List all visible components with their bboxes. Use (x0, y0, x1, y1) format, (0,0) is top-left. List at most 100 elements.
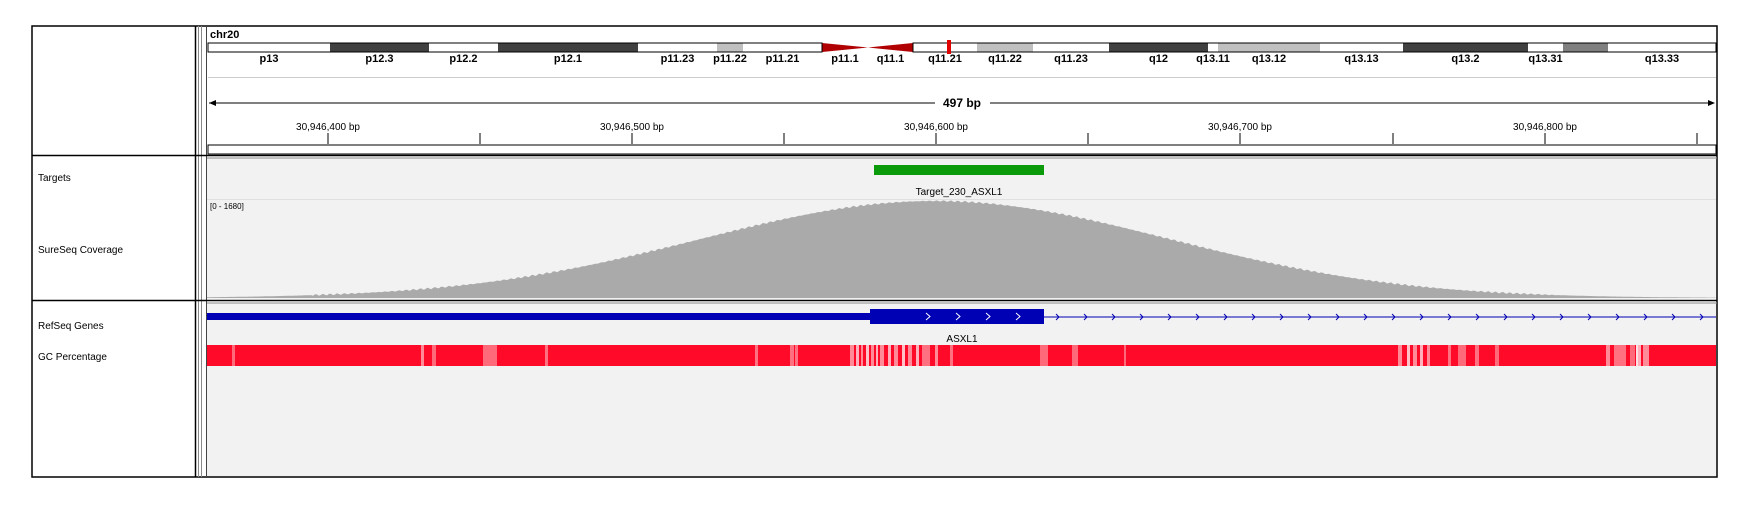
strand-arrow (1475, 313, 1480, 321)
gc-stripe (916, 345, 919, 366)
gene-exon-intron-thick (207, 313, 874, 320)
gc-stripe (871, 345, 874, 366)
strand-arrow (955, 312, 961, 321)
ideogram-band-label: p11.23 (661, 53, 695, 65)
track-name-refseq[interactable]: RefSeq Genes (38, 321, 104, 332)
current-region-marker (947, 40, 951, 54)
strand-arrow (1055, 313, 1060, 321)
gc-stripe (421, 345, 424, 366)
strand-arrow (1111, 313, 1116, 321)
gene-exon-block (870, 309, 1044, 324)
ideogram-band-label: q13.11 (1196, 53, 1230, 65)
ideogram-band-p11.1[interactable] (822, 43, 868, 52)
gc-stripe (483, 345, 497, 366)
ideogram-band-q13.33[interactable] (1608, 43, 1716, 52)
p-arm-outline (207, 42, 823, 53)
ideogram-band-q13.32[interactable] (1563, 43, 1608, 52)
gc-stripe (922, 345, 930, 366)
strand-arrow (1015, 312, 1021, 321)
ideogram-band-p11.23[interactable] (638, 43, 717, 52)
ruler-tick-label: 30,946,500 bp (600, 122, 664, 133)
strand-arrow (1391, 313, 1396, 321)
strand-arrow (1251, 313, 1256, 321)
strand-arrow (1335, 313, 1340, 321)
gc-bar (207, 345, 1716, 366)
ideogram-band-q13.11[interactable] (1208, 43, 1218, 52)
gc-stripe (866, 345, 869, 366)
strand-arrow (1671, 313, 1676, 321)
ideogram-band-label: q12 (1149, 53, 1168, 65)
track-name-gc[interactable]: GC Percentage (38, 352, 107, 363)
gc-percentage-heatmap[interactable] (207, 345, 1716, 366)
gc-stripe (1413, 345, 1417, 366)
name-panel (33, 27, 195, 476)
ideogram-band-labels: p13 p12.3 p12.2 p12.1 p11.23 p11.22 p11.21 p11.… (260, 53, 1680, 65)
strand-arrow (1531, 313, 1536, 321)
coverage-histogram[interactable] (207, 200, 1716, 298)
gc-stripe (545, 345, 548, 366)
ideogram-band-q11.22[interactable] (977, 43, 1033, 52)
ideogram-band-label: p12.3 (365, 53, 393, 65)
ideogram-band-label: p11.1 (831, 53, 859, 65)
ideogram-band-p13[interactable] (208, 43, 330, 52)
target-feature[interactable] (874, 165, 1044, 175)
ideogram-band-label: p11.21 (766, 53, 800, 65)
ideogram-band-p12.3[interactable] (330, 43, 429, 52)
gc-stripe (1475, 345, 1479, 366)
refseq-gene-asxl1[interactable] (207, 309, 1716, 324)
ideogram-band-p12.2[interactable] (429, 43, 498, 52)
gc-stripe (902, 345, 905, 366)
gc-stripe (1420, 345, 1423, 366)
gc-stripe (1614, 345, 1626, 366)
track-name-targets[interactable]: Targets (38, 173, 71, 184)
gc-stripe (876, 345, 878, 366)
strand-arrow (1447, 313, 1452, 321)
gc-stripe (1427, 345, 1430, 366)
strand-arrow (1615, 313, 1620, 321)
ideogram-band-label: q13.2 (1451, 53, 1479, 65)
chromosome-ideogram[interactable] (207, 42, 1717, 53)
ideogram-band-q13.12[interactable] (1218, 43, 1320, 52)
gc-stripe (908, 345, 912, 366)
strand-arrow (1195, 313, 1200, 321)
ruler-ticks: 30,946,400 bp 30,946,500 bp 30,946,600 bp 3… (296, 122, 1698, 144)
ideogram-band-label: p11.22 (713, 53, 747, 65)
strand-arrow (1587, 313, 1592, 321)
gc-stripe (861, 345, 863, 366)
ideogram-band-q11.21[interactable] (913, 43, 977, 52)
ideogram-band-q11.1[interactable] (868, 43, 913, 52)
ideogram-band-label: p12.1 (554, 53, 582, 65)
ideogram-band-p11.21[interactable] (743, 43, 822, 52)
gc-stripe (790, 345, 794, 366)
ideogram-band-label: p13 (260, 53, 279, 65)
gc-stripe (232, 345, 235, 366)
ideogram-band-q11.23[interactable] (1033, 43, 1109, 52)
gc-stripe (795, 345, 798, 366)
strand-arrow (1223, 313, 1228, 321)
gc-stripe (1448, 345, 1451, 366)
ruler-tick-label: 30,946,800 bp (1513, 122, 1577, 133)
strand-arrow (1139, 313, 1144, 321)
gc-stripe (1630, 345, 1635, 366)
strand-arrow (1699, 313, 1704, 321)
gc-stripe (1606, 345, 1610, 366)
ideogram-band-label: q13.13 (1344, 53, 1378, 65)
span-label: 497 bp (943, 96, 981, 110)
chromosome-name[interactable]: chr20 (210, 29, 239, 41)
ideogram-band-label: q11.1 (877, 53, 905, 65)
ruler-tick-label: 30,946,700 bp (1208, 122, 1272, 133)
strand-arrow (1279, 313, 1284, 321)
ideogram-band-q13.2[interactable] (1403, 43, 1528, 52)
ideogram-band-p11.22[interactable] (717, 43, 743, 52)
strand-arrow (1419, 313, 1424, 321)
gc-stripe (888, 345, 891, 366)
gc-stripe (1040, 345, 1048, 366)
ideogram-band-q13.31[interactable] (1528, 43, 1563, 52)
ideogram-band-q12[interactable] (1109, 43, 1208, 52)
lower-panel[interactable] (207, 303, 1716, 476)
gene-label: ASXL1 (946, 334, 978, 345)
ideogram-band-p12.1[interactable] (498, 43, 638, 52)
ideogram-band-q13.13[interactable] (1320, 43, 1403, 52)
track-name-coverage[interactable]: SureSeq Coverage (38, 245, 123, 256)
